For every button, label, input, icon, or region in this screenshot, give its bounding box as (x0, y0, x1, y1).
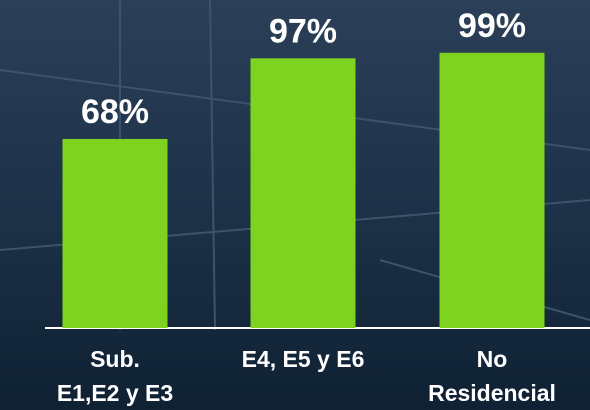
data-label: 68% (81, 93, 149, 131)
bar (62, 138, 168, 328)
x-tick-label: No Residencial (428, 346, 556, 406)
bar (439, 52, 545, 328)
data-label: 97% (269, 12, 337, 50)
bar (250, 58, 356, 329)
data-label: 99% (458, 7, 526, 45)
x-tick-label: Sub. E1,E2 y E3 (56, 346, 174, 406)
x-tick-label: E4, E5 y E6 (241, 346, 365, 372)
